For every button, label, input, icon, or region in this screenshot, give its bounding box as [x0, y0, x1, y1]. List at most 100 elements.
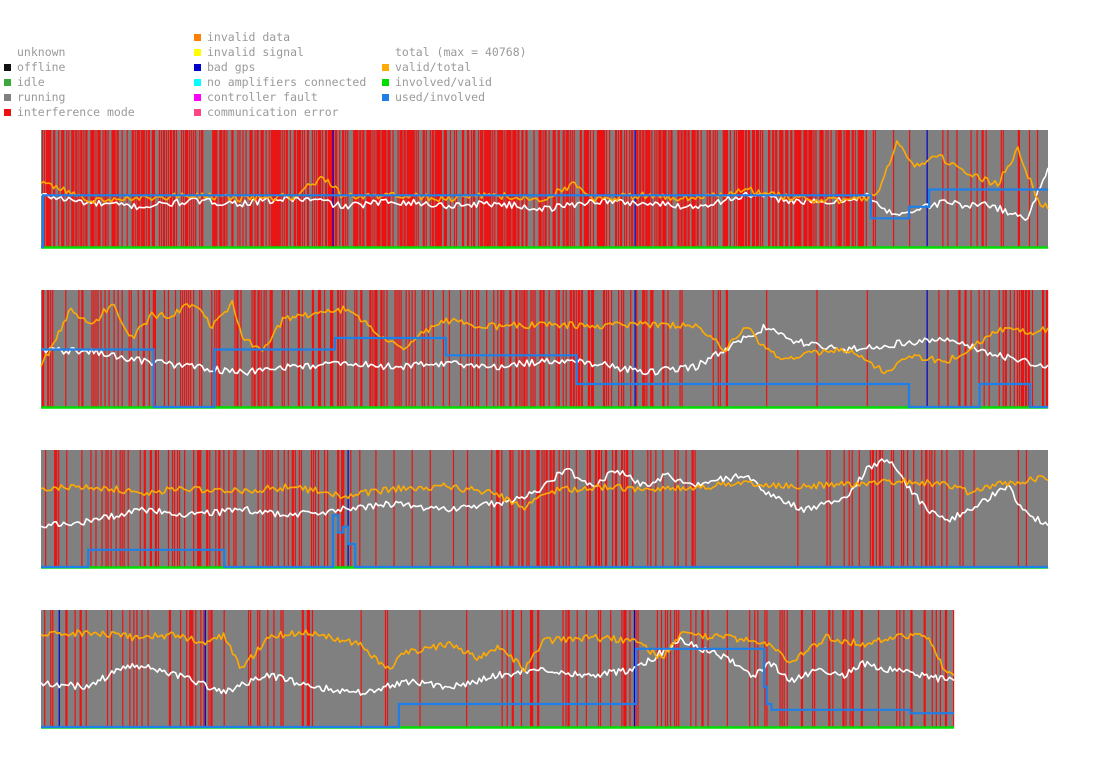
interference-mark: [440, 130, 442, 248]
legend-column-errors: invalid data invalid signal bad gps no a…: [194, 30, 366, 120]
interference-mark: [54, 130, 56, 248]
interference-mark: [538, 610, 540, 728]
interference-mark: [180, 130, 183, 248]
interference-mark: [1013, 290, 1015, 408]
interference-mark: [1009, 290, 1011, 408]
interference-mark: [330, 130, 332, 248]
interference-mark: [500, 130, 502, 248]
interference-mark: [466, 610, 468, 728]
interference-mark: [372, 290, 374, 408]
interference-mark: [511, 610, 513, 728]
chart-panel-2: [40, 290, 1049, 409]
interference-mark: [342, 290, 344, 408]
interference-mark: [781, 130, 783, 248]
interference-mark: [411, 290, 413, 408]
interference-mark: [90, 450, 92, 568]
interference-mark: [565, 290, 567, 408]
interference-mark: [565, 610, 567, 728]
interference-mark: [723, 130, 725, 248]
interference-mark: [158, 130, 161, 248]
interference-mark: [91, 130, 93, 248]
interference-mark: [273, 610, 275, 728]
interference-mark: [681, 290, 683, 408]
interference-mark: [389, 130, 391, 248]
interference-mark: [695, 610, 697, 728]
interference-mark: [725, 130, 727, 248]
interference-mark: [1025, 450, 1028, 568]
interference-mark: [378, 130, 380, 248]
interference-mark: [370, 130, 372, 248]
interference-mark: [569, 130, 571, 248]
interference-mark: [530, 290, 532, 408]
interference-mark: [540, 130, 542, 248]
interference-mark: [501, 290, 503, 408]
interference-mark: [189, 610, 191, 728]
interference-mark: [819, 130, 821, 248]
interference-mark: [845, 130, 847, 248]
interference-mark: [830, 130, 832, 248]
interference-mark: [539, 290, 541, 408]
interference-mark: [501, 130, 503, 248]
interference-mark: [647, 450, 649, 568]
interference-mark: [56, 450, 58, 568]
interference-mark: [453, 130, 456, 248]
interference-mark: [50, 130, 52, 248]
interference-mark: [401, 130, 403, 248]
interference-mark: [1022, 290, 1025, 408]
interference-mark: [374, 290, 376, 408]
interference-mark: [779, 610, 781, 728]
interference-mark: [93, 130, 95, 248]
interference-mark: [306, 610, 308, 728]
interference-mark: [489, 130, 491, 248]
interference-mark: [206, 450, 208, 568]
interference-mark: [80, 130, 82, 248]
interference-mark: [111, 130, 113, 248]
interference-mark: [821, 130, 823, 248]
interference-mark: [203, 610, 205, 728]
interference-mark: [512, 610, 514, 728]
interference-mark: [1045, 290, 1048, 408]
interference-mark: [331, 130, 333, 248]
interference-mark: [197, 450, 199, 568]
interference-mark: [624, 610, 626, 728]
interference-mark: [998, 290, 1000, 408]
interference-mark: [269, 450, 271, 568]
used-involved-series-line: [41, 514, 1048, 569]
interference-mark: [188, 290, 190, 408]
chart-panel-4: [40, 610, 955, 729]
interference-mark: [354, 130, 356, 248]
interference-mark: [797, 130, 799, 248]
interference-mark: [798, 130, 800, 248]
interference-mark: [585, 610, 587, 728]
interference-mark: [522, 130, 524, 248]
interference-mark: [190, 610, 192, 728]
interference-mark: [700, 130, 702, 248]
interference-mark: [677, 130, 679, 248]
interference-mark: [66, 610, 68, 728]
interference-mark: [321, 130, 324, 248]
interference-mark: [408, 290, 410, 408]
interference-mark: [632, 450, 634, 568]
interference-mark: [97, 130, 99, 248]
interference-mark: [543, 450, 545, 568]
interference-mark: [278, 130, 280, 248]
interference-mark: [592, 130, 595, 248]
interference-mark: [598, 450, 601, 568]
interference-mark: [271, 130, 273, 248]
interference-mark: [552, 450, 554, 568]
interference-mark: [600, 130, 603, 248]
interference-mark: [280, 610, 282, 728]
interference-mark: [624, 450, 626, 568]
interference-mark: [163, 130, 166, 248]
interference-mark: [660, 130, 662, 248]
interference-mark: [221, 130, 223, 248]
interference-mark: [614, 450, 617, 568]
legend-column-status: unknown offline idle running interferenc…: [4, 45, 135, 120]
interference-mark: [837, 130, 839, 248]
interference-mark: [406, 130, 408, 248]
legend-item-involved-valid: involved/valid: [382, 75, 527, 90]
interference-mark: [820, 130, 822, 248]
interference-mark: [757, 130, 760, 248]
interference-mark: [643, 290, 645, 408]
interference-mark: [345, 130, 347, 248]
